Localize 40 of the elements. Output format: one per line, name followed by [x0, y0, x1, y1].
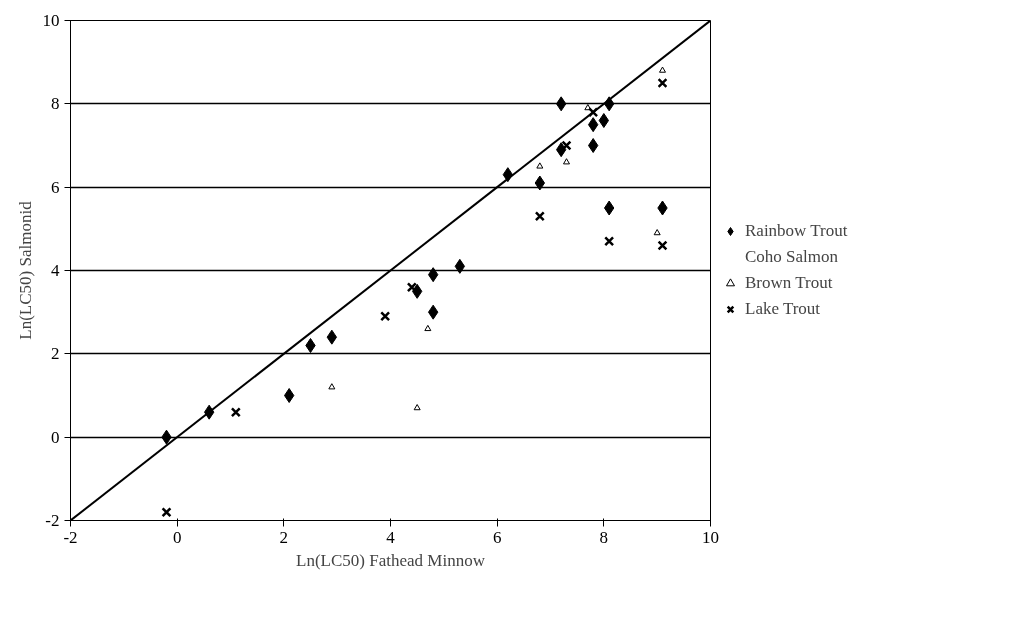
x-tick-label: 6 [492, 527, 502, 547]
point [563, 158, 570, 165]
point [380, 311, 391, 322]
y-tick-label: 4 [51, 261, 60, 280]
y-axis-title: Ln(LC50) Salmonid [15, 200, 35, 340]
x-tick-label: 4 [386, 527, 396, 547]
point [588, 138, 599, 153]
x-tick-label: 0 [172, 527, 182, 547]
legend-label: Lake Trout [745, 299, 821, 319]
point [424, 324, 432, 332]
y-tick-label: -2 [45, 511, 60, 530]
point [406, 282, 417, 293]
point [598, 113, 609, 128]
point [588, 107, 599, 118]
point [534, 211, 545, 222]
point [328, 383, 336, 390]
point [284, 388, 295, 403]
legend-label: Rainbow Trout [745, 221, 848, 241]
y-tick-label: 2 [51, 344, 60, 364]
x-tick-label: 10 [702, 527, 719, 547]
y-tick-label: 8 [51, 94, 60, 114]
point [305, 338, 316, 353]
point [653, 229, 661, 236]
y-tick-label: 6 [51, 177, 60, 197]
point [413, 404, 421, 411]
legend-label: Brown Trout [745, 273, 833, 293]
point [657, 77, 668, 89]
point [161, 507, 172, 518]
x-tick-label: 8 [599, 527, 609, 547]
x-axis-title: Ln(LC50) Fathead Minnow [296, 550, 486, 570]
point [561, 140, 572, 151]
point [659, 66, 666, 73]
text: Coho Salmon [745, 247, 839, 267]
point [230, 407, 241, 418]
point [536, 162, 544, 169]
y-tick-label: 0 [51, 427, 60, 447]
x-tick-label: 2 [279, 527, 289, 547]
point [657, 240, 668, 251]
y-tick-label: 10 [42, 11, 60, 30]
point [604, 236, 615, 247]
